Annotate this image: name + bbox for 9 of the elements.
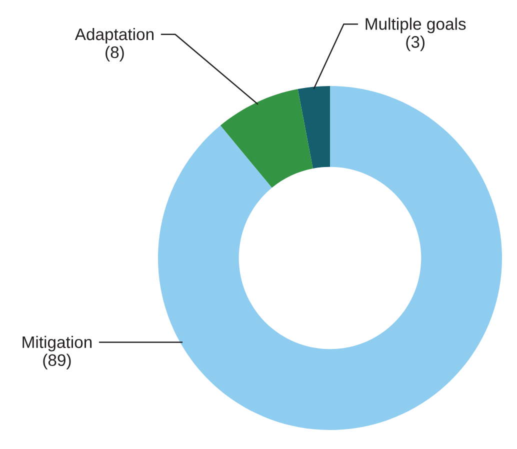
donut-slice xyxy=(298,86,330,168)
data-label: (89) xyxy=(43,354,71,370)
donut-slice xyxy=(220,89,313,188)
data-label: (3) xyxy=(406,36,424,52)
data-label: (8) xyxy=(106,46,124,62)
donut-slice xyxy=(158,86,502,430)
slice-label: Multiple goals xyxy=(366,18,466,34)
slice-label: Adaptation xyxy=(74,28,154,44)
slice-label: Mitigation xyxy=(22,336,92,352)
